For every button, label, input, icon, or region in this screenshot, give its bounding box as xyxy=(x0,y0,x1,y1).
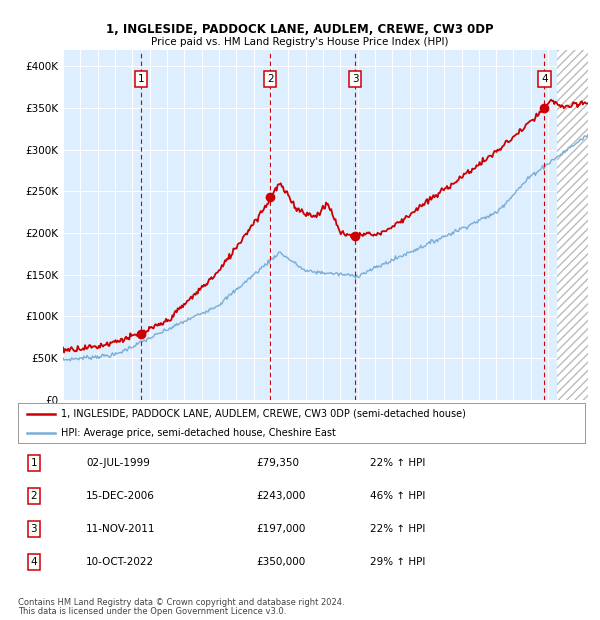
Text: £350,000: £350,000 xyxy=(256,557,305,567)
Text: This data is licensed under the Open Government Licence v3.0.: This data is licensed under the Open Gov… xyxy=(18,607,286,616)
Text: 46% ↑ HPI: 46% ↑ HPI xyxy=(370,491,425,501)
Text: 15-DEC-2006: 15-DEC-2006 xyxy=(86,491,155,501)
Text: 4: 4 xyxy=(541,74,548,84)
Text: 29% ↑ HPI: 29% ↑ HPI xyxy=(370,557,425,567)
Text: 3: 3 xyxy=(31,524,37,534)
Text: 22% ↑ HPI: 22% ↑ HPI xyxy=(370,524,425,534)
Text: 2: 2 xyxy=(31,491,37,501)
Text: Price paid vs. HM Land Registry's House Price Index (HPI): Price paid vs. HM Land Registry's House … xyxy=(151,37,449,46)
Text: Contains HM Land Registry data © Crown copyright and database right 2024.: Contains HM Land Registry data © Crown c… xyxy=(18,598,344,607)
Text: HPI: Average price, semi-detached house, Cheshire East: HPI: Average price, semi-detached house,… xyxy=(61,428,335,438)
Text: 10-OCT-2022: 10-OCT-2022 xyxy=(86,557,154,567)
Text: 1: 1 xyxy=(31,458,37,468)
Text: £197,000: £197,000 xyxy=(256,524,305,534)
Text: £79,350: £79,350 xyxy=(256,458,299,468)
Bar xyxy=(557,0,600,400)
Text: 02-JUL-1999: 02-JUL-1999 xyxy=(86,458,150,468)
Text: 22% ↑ HPI: 22% ↑ HPI xyxy=(370,458,425,468)
Text: 3: 3 xyxy=(352,74,358,84)
Text: 1: 1 xyxy=(137,74,144,84)
Text: 2: 2 xyxy=(267,74,274,84)
Text: 11-NOV-2011: 11-NOV-2011 xyxy=(86,524,155,534)
Text: 1, INGLESIDE, PADDOCK LANE, AUDLEM, CREWE, CW3 0DP: 1, INGLESIDE, PADDOCK LANE, AUDLEM, CREW… xyxy=(106,24,494,36)
Text: £243,000: £243,000 xyxy=(256,491,305,501)
Text: 4: 4 xyxy=(31,557,37,567)
Text: 1, INGLESIDE, PADDOCK LANE, AUDLEM, CREWE, CW3 0DP (semi-detached house): 1, INGLESIDE, PADDOCK LANE, AUDLEM, CREW… xyxy=(61,409,466,419)
